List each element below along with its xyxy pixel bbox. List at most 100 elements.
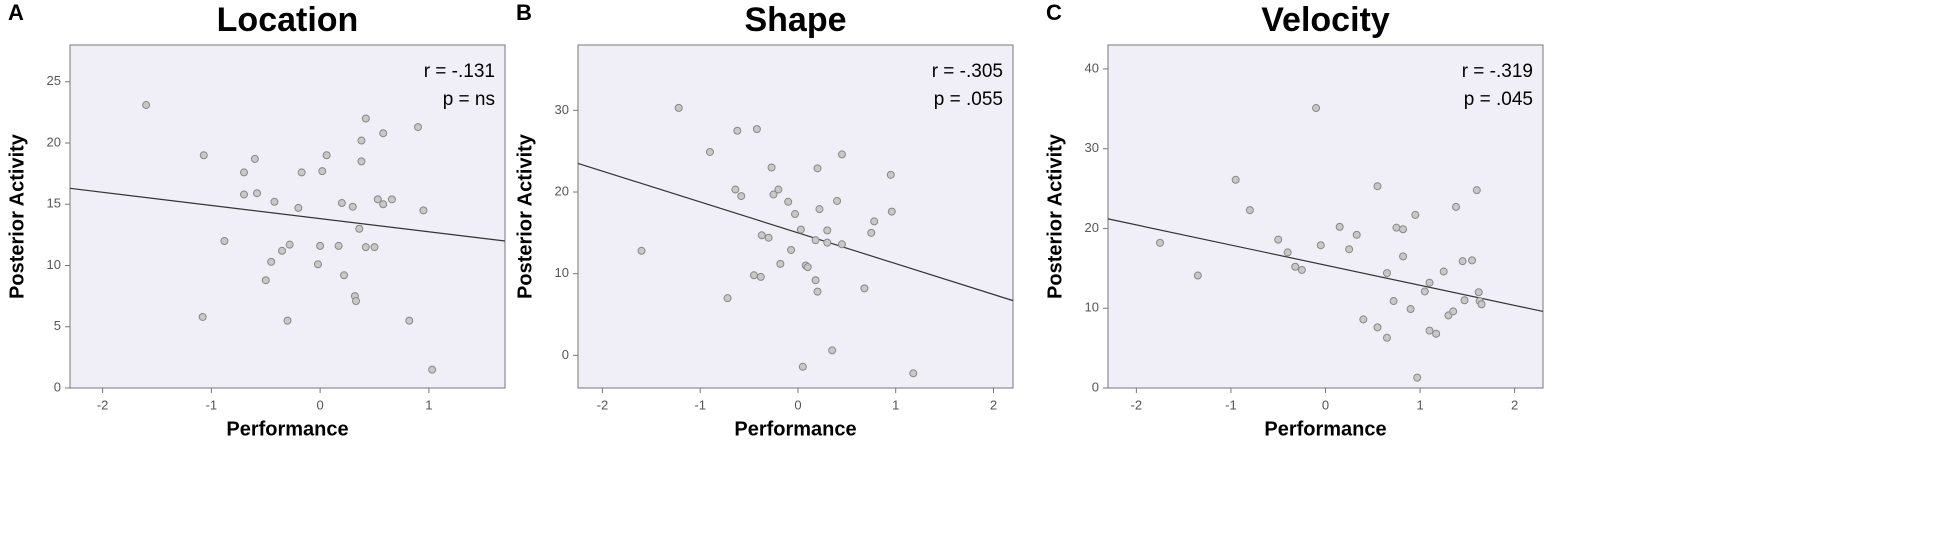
data-point [334,241,343,250]
data-point [1399,252,1408,261]
data-point [1297,265,1306,274]
chart-title: Velocity [1261,1,1390,39]
data-point [737,192,746,201]
data-point [142,101,151,110]
x-tick-label: 2 [1511,397,1518,412]
data-point [813,287,822,296]
data-point [340,271,349,280]
x-axis-label: Performance [734,418,856,440]
data-point [370,243,379,252]
stat-annotation: p = .055 [934,89,1003,110]
data-point [419,206,428,215]
data-point [240,190,248,199]
y-tick-label: 0 [562,347,569,362]
data-point [270,197,279,206]
data-point [787,245,796,254]
data-point [1382,333,1391,342]
data-point [1452,202,1460,211]
data-point [337,199,346,208]
data-point [373,195,382,204]
data-point [749,271,758,280]
data-point [1193,271,1202,280]
data-point [316,241,325,250]
data-point [379,129,388,138]
data-point [756,272,765,281]
data-point [784,197,793,206]
x-tick-label: -1 [694,397,706,412]
y-tick-label: 20 [555,183,569,198]
plot-area [69,44,506,389]
data-point [1345,245,1354,254]
data-point [1399,225,1408,234]
fit-line [69,187,506,242]
data-point [405,316,414,325]
stat-annotation: r = -.319 [1462,61,1533,82]
data-point [1460,296,1469,305]
data-point [837,240,846,249]
data-point [283,316,292,325]
data-point [294,203,303,212]
data-point [767,163,776,172]
x-axis-label: Performance [226,418,348,440]
data-point [313,260,322,269]
data-point [1312,104,1321,113]
data-point [1245,206,1254,215]
data-point [811,236,820,245]
data-point [1283,248,1292,257]
panel-letter: B [516,0,532,25]
data-point [1477,300,1486,309]
x-tick-label: -1 [1225,397,1237,412]
data-point [909,369,918,378]
data-point [764,233,773,242]
data-point [823,226,832,235]
data-point [791,210,800,219]
y-tick-label: 40 [1085,60,1099,75]
data-point [278,246,287,255]
data-point [1439,267,1448,276]
data-point [1432,329,1441,338]
data-point [776,259,785,268]
data-point [387,195,396,204]
data-point [1406,305,1415,314]
data-point [267,257,276,266]
y-axis-label: Posterior Activity [1044,133,1066,299]
data-point [1231,175,1240,184]
x-tick-label: -2 [1131,397,1143,412]
fit-line [1107,218,1544,313]
data-point [1335,222,1344,231]
data-point [428,365,437,374]
data-point [357,157,366,166]
data-point [1425,278,1434,287]
y-tick-label: 10 [555,265,569,280]
fit-line [577,162,1014,302]
x-tick-label: -1 [206,397,218,412]
y-tick-label: 10 [1085,300,1099,315]
data-point [1411,210,1420,219]
data-point [1382,269,1391,278]
y-tick-label: 0 [54,379,61,394]
y-tick-label: 0 [1092,379,1099,394]
y-tick-label: 30 [555,102,569,117]
data-point [199,151,208,160]
data-point [1316,241,1325,250]
data-point [322,151,331,160]
data-point [1373,182,1382,191]
data-point [731,185,740,194]
data-point [798,362,807,371]
data-point [723,294,732,303]
y-tick-label: 20 [47,134,61,149]
data-point [803,263,812,272]
y-tick-label: 25 [47,73,61,88]
stat-annotation: p = ns [443,89,495,110]
data-point [297,168,306,177]
chart-title: Shape [744,1,846,39]
data-point [1474,288,1483,297]
data-point [1472,186,1481,195]
y-axis-label: Posterior Activity [514,133,536,299]
data-point [815,205,824,214]
data-point [860,284,869,293]
stat-annotation: r = -.131 [424,61,495,82]
y-tick-label: 10 [47,257,61,272]
x-tick-label: 0 [1322,397,1329,412]
